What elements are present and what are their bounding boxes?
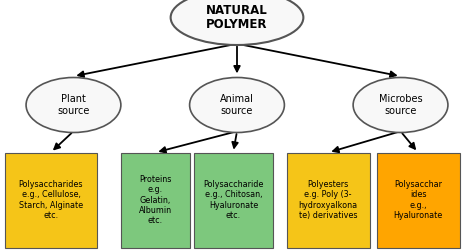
Ellipse shape (190, 78, 284, 132)
Text: Microbes
source: Microbes source (379, 94, 422, 116)
Ellipse shape (26, 78, 121, 132)
Ellipse shape (171, 0, 303, 45)
Text: Proteins
e.g.
Gelatin,
Albumin
etc.: Proteins e.g. Gelatin, Albumin etc. (139, 175, 172, 225)
FancyBboxPatch shape (377, 152, 460, 248)
Text: Polysaccharides
e.g., Cellulose,
Starch, Alginate
etc.: Polysaccharides e.g., Cellulose, Starch,… (18, 180, 83, 220)
Text: Polysaccharide
e.g., Chitosan,
Hyaluronate
etc.: Polysaccharide e.g., Chitosan, Hyalurona… (203, 180, 264, 220)
Text: Polysacchar
ides
e.g.,
Hyaluronate: Polysacchar ides e.g., Hyaluronate (394, 180, 443, 220)
Text: NATURAL
POLYMER: NATURAL POLYMER (206, 4, 268, 32)
FancyBboxPatch shape (5, 152, 97, 248)
FancyBboxPatch shape (194, 152, 273, 248)
FancyBboxPatch shape (121, 152, 190, 248)
Text: Animal
source: Animal source (220, 94, 254, 116)
FancyBboxPatch shape (287, 152, 370, 248)
Ellipse shape (353, 78, 448, 132)
Text: Polyesters
e.g. Poly (3-
hydroxyalkona
te) derivatives: Polyesters e.g. Poly (3- hydroxyalkona t… (299, 180, 358, 220)
Text: Plant
source: Plant source (57, 94, 90, 116)
